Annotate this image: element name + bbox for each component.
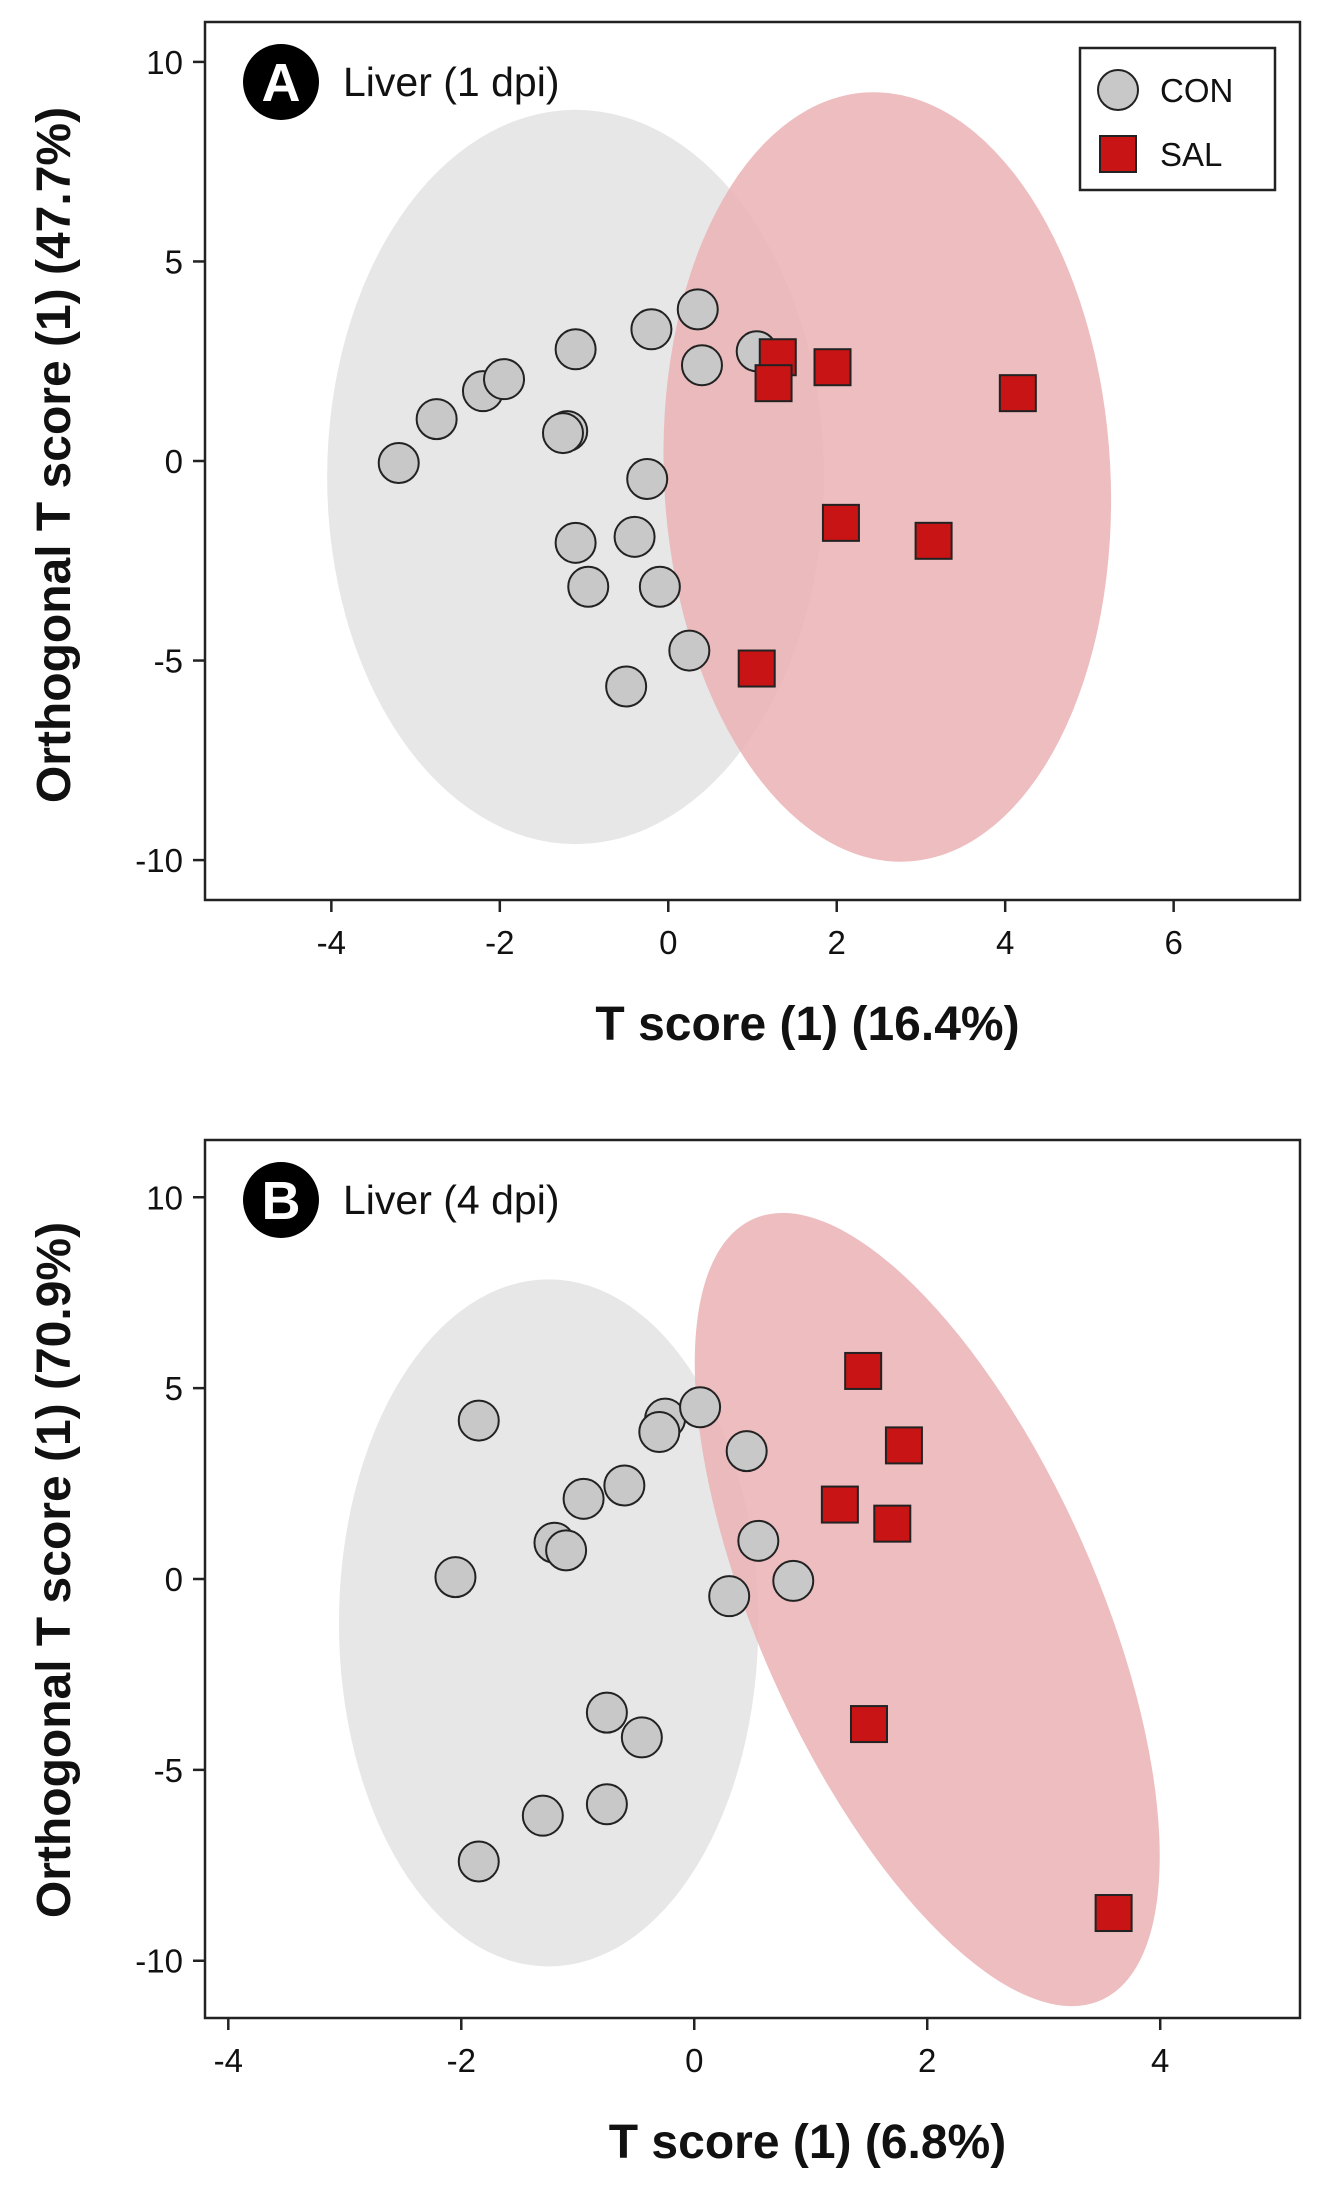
panel-label-b: B (243, 1162, 319, 1238)
point-con (562, 1477, 605, 1520)
x-ticks-b: -4 -2 0 2 4 (214, 2018, 1169, 2079)
point-con (679, 1386, 722, 1429)
point-sal (1094, 1894, 1133, 1933)
points-a (377, 288, 1037, 708)
panel-a: -4 -2 0 2 4 6 10 5 0 -5 -10 A Liver (1 dpi) CON S… (28, 20, 1302, 1051)
panel-title-b: Liver (4 dpi) (343, 1177, 559, 1223)
point-con (737, 1519, 780, 1562)
point-con (545, 1529, 588, 1572)
x-axis-title-b: T score (1) (6.8%) (609, 2116, 1006, 2169)
legend-con-marker (1097, 69, 1139, 111)
legend: CON SAL (1078, 46, 1277, 192)
y-tick-label: -5 (154, 1752, 183, 1789)
point-con (483, 358, 526, 401)
legend-sal-label: SAL (1160, 136, 1222, 173)
panel-title-a: Liver (1 dpi) (343, 59, 559, 105)
y-tick-label: -10 (135, 1943, 183, 1980)
legend-sal-marker (1099, 135, 1137, 173)
y-axis-title-b: Orthogonal T score (1) (70.9%) (28, 1222, 81, 1918)
x-tick-label: 0 (659, 924, 677, 961)
x-ticks-a: -4 -2 0 2 4 6 (317, 900, 1183, 961)
y-tick-label: 10 (146, 1179, 183, 1216)
point-con (680, 344, 723, 387)
x-tick-label: -2 (447, 2042, 476, 2079)
point-sal (813, 348, 852, 387)
point-con (620, 1716, 663, 1759)
point-con (668, 629, 711, 672)
point-sal (998, 374, 1037, 413)
y-tick-label: -5 (154, 643, 183, 680)
x-tick-label: 0 (685, 2042, 703, 2079)
panel-letter-b: B (262, 1171, 301, 1231)
point-con (554, 521, 597, 564)
y-tick-label: -10 (135, 842, 183, 879)
point-sal (820, 1485, 859, 1524)
ellipses-a (327, 92, 1112, 862)
point-con (554, 328, 597, 371)
panel-letter-a: A (262, 53, 301, 113)
x-tick-label: -2 (485, 924, 514, 961)
point-sal (849, 1705, 888, 1744)
point-sal (844, 1351, 883, 1390)
point-con (772, 1559, 815, 1602)
y-ticks-b: 10 5 0 -5 -10 (135, 1179, 205, 1980)
point-con (434, 1556, 477, 1599)
point-con (457, 1399, 500, 1442)
point-con (521, 1794, 564, 1837)
point-con (415, 398, 458, 441)
point-con (541, 412, 584, 455)
point-con (725, 1430, 768, 1473)
point-con (603, 1464, 646, 1507)
point-sal (754, 364, 793, 403)
x-axis-title-a: T score (1) (16.4%) (595, 998, 1019, 1051)
point-sal (914, 521, 953, 560)
x-tick-label: -4 (214, 2042, 243, 2079)
y-tick-label: 0 (165, 443, 183, 480)
point-con (585, 1691, 628, 1734)
point-con (626, 457, 669, 500)
point-sal (737, 649, 776, 688)
point-con (457, 1840, 500, 1883)
point-con (630, 308, 673, 351)
y-ticks-a: 10 5 0 -5 -10 (135, 44, 205, 879)
y-axis-title-a: Orthogonal T score (1) (47.7%) (28, 107, 81, 803)
y-tick-label: 0 (165, 1561, 183, 1598)
point-con (676, 288, 719, 331)
points-b (434, 1351, 1133, 1933)
point-con (708, 1575, 751, 1618)
point-con (585, 1783, 628, 1826)
point-con (613, 515, 656, 558)
point-con (638, 565, 681, 608)
panel-b: -4 -2 0 2 4 10 5 0 -5 -10 B Liver (4 dpi) T scor… (28, 1138, 1302, 2169)
point-sal (873, 1504, 912, 1543)
confidence-ellipse-sal (694, 1212, 1160, 2007)
point-con (605, 665, 648, 708)
point-con (567, 565, 610, 608)
x-tick-label: 2 (918, 2042, 936, 2079)
point-con (377, 441, 420, 484)
x-tick-label: 4 (1151, 2042, 1169, 2079)
point-sal (821, 503, 860, 542)
x-tick-label: -4 (317, 924, 346, 961)
y-tick-label: 5 (165, 243, 183, 280)
y-tick-label: 5 (165, 1370, 183, 1407)
x-tick-label: 2 (828, 924, 846, 961)
y-tick-label: 10 (146, 44, 183, 81)
x-tick-label: 6 (1164, 924, 1182, 961)
x-tick-label: 4 (996, 924, 1014, 961)
point-con (638, 1411, 681, 1454)
legend-con-label: CON (1160, 72, 1233, 109)
point-sal (884, 1426, 923, 1465)
panel-label-a: A (243, 44, 319, 120)
